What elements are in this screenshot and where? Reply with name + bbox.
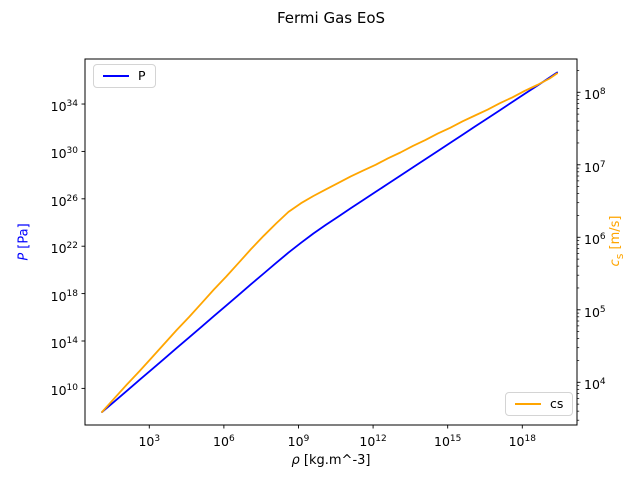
legend-cs-label: cs [550,396,564,411]
left-tick-label-1e26: 1026 [50,193,78,209]
x-tick-label-1e3: 103 [138,434,161,450]
x-tick-label-1e15: 1015 [434,434,462,450]
left-axis-label-symbol: P [16,252,32,261]
legend-P-label: P [138,68,146,83]
legend-cs-line-sample [515,402,541,405]
right-axis-label-symbol: c [608,259,624,267]
right-axis-label-unit: [m/s] [608,215,624,254]
right-tick-label-1e6: 106 [584,232,606,248]
x-tick-label-1e18: 1018 [508,434,536,450]
legend-P-line-sample [103,74,129,77]
chart-title: Fermi Gas EoS [276,9,386,27]
left-tick-label-1e10: 1010 [50,383,78,399]
axes-frame [84,58,578,426]
x-axis-label-unit: [kg.m^-3] [299,453,371,468]
left-tick-label-1e18: 1018 [50,288,78,304]
x-axis-label: ρ [kg.m^-3] [292,453,371,468]
legend-cs: cs [505,392,574,416]
left-tick-label-1e14: 1014 [50,335,78,352]
x-tick-label-1e9: 109 [287,434,310,450]
series-line-P [101,71,558,414]
right-axis-label: cs [m/s] [608,216,626,267]
x-axis-label-symbol: ρ [291,453,300,468]
right-axis-label-subscript: s [612,253,626,260]
right-tick-label-1e4: 104 [584,377,606,393]
left-axis-label-unit: [Pa] [16,223,32,253]
left-tick-label-1e34: 1034 [50,99,78,115]
x-tick-label-1e12: 1012 [359,434,387,450]
right-tick-label-1e7: 107 [584,159,606,175]
legend-P: P [93,64,156,88]
left-axis-label: P [Pa] [17,223,32,260]
series-line-cs [101,72,558,413]
left-tick-label-1e22: 1022 [50,241,78,257]
left-tick-label-1e30: 1030 [50,146,78,162]
x-tick-label-1e6: 106 [213,434,235,450]
right-tick-label-1e5: 105 [584,304,606,320]
right-tick-label-1e8: 108 [584,87,606,103]
